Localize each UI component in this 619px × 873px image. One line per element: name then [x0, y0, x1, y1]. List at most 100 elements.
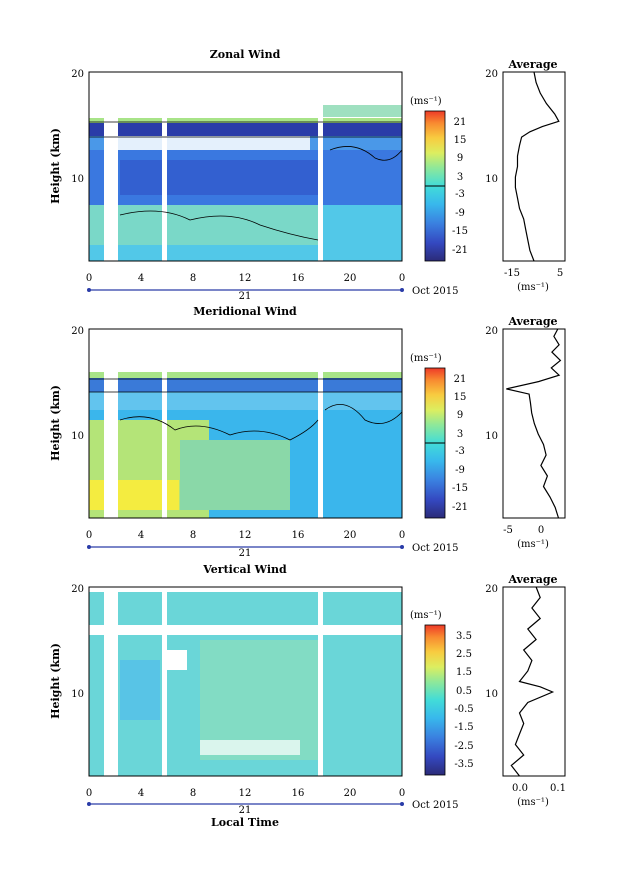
colorbar-tick-label: 15: [454, 392, 467, 403]
colorbar-tick-label: -15: [452, 226, 468, 237]
x-tick-label: 16: [292, 788, 305, 799]
colorbar-tick-label: -15: [452, 483, 468, 494]
profile-x-label: (ms⁻¹): [517, 282, 549, 293]
colorbar-tick-label: -3.5: [454, 759, 473, 770]
y-tick-label: 20: [71, 69, 84, 80]
profile-line: [510, 586, 555, 777]
y-axis-label: Height (km): [49, 385, 62, 461]
colorbar-tick-label: 1.5: [456, 667, 472, 678]
colorbar-unit: (ms⁻¹): [410, 353, 442, 364]
x-tick-label: 4: [138, 273, 144, 284]
data-gap: [318, 72, 323, 261]
colorbar-unit: (ms⁻¹): [410, 610, 442, 621]
profile-line: [506, 328, 562, 519]
profile-meridional: Average 10 20 -5 0 (ms⁻¹): [485, 315, 566, 550]
profile-x-tick-label: 0: [538, 525, 544, 536]
colorbar-tick-label: -2.5: [454, 741, 473, 752]
y-tick-label: 20: [71, 326, 84, 337]
field-band: [89, 378, 402, 392]
colorbar: (ms⁻¹) 21 15 9 3 -3 -9 -15 -21: [410, 96, 468, 262]
x-tick-label: 0: [399, 788, 405, 799]
colorbar: (ms⁻¹) 21 15 9 3 -3 -9 -15 -21: [410, 353, 468, 519]
profile-x-tick-label: 5: [557, 268, 563, 279]
profile-x-label: (ms⁻¹): [517, 539, 549, 550]
colorbar-tick-label: -21: [452, 502, 468, 513]
colorbar-tick-label: 3: [457, 429, 463, 440]
y-tick-label: 10: [71, 174, 84, 185]
date-label: Oct 2015: [412, 286, 458, 297]
y-tick-label: 10: [71, 689, 84, 700]
colorbar-tick-label: -3: [455, 446, 465, 457]
zero-contour: [89, 121, 402, 138]
field-band: [180, 440, 290, 510]
profile-y-tick-label: 10: [485, 689, 498, 700]
x-axis: 0 4 8 12 16 20 0 21 Oct 2015: [86, 530, 459, 559]
colorbar-tick-label: -1.5: [454, 722, 473, 733]
colorbar-tick-label: 21: [454, 117, 467, 128]
colorbar-tick-label: -3: [455, 189, 465, 200]
x-tick-label: 12: [239, 273, 252, 284]
panel-title: Vertical Wind: [202, 563, 287, 576]
colorbar-gradient: [424, 624, 446, 776]
x-tick-label: 0: [399, 273, 405, 284]
date-axis-end: [400, 802, 404, 806]
y-tick-label: 10: [71, 431, 84, 442]
zero-contour: [89, 378, 402, 393]
data-gap: [318, 587, 323, 776]
field-band: [120, 660, 160, 720]
colorbar: (ms⁻¹) 3.5 2.5 1.5 0.5 -0.5 -1.5 -2.5 -3…: [410, 610, 474, 776]
y-tick-label: 20: [71, 584, 84, 595]
x-tick-label: 4: [138, 788, 144, 799]
x-tick-label: 0: [399, 530, 405, 541]
profile-y-tick-label: 20: [485, 69, 498, 80]
colorbar-tick-label: 3.5: [456, 631, 472, 642]
plot-frame: [88, 586, 403, 777]
data-gap: [162, 329, 167, 518]
x-tick-label: 12: [239, 530, 252, 541]
field-band: [320, 105, 402, 117]
profile-frame: [502, 328, 566, 519]
heatmap-zonal: [89, 72, 403, 261]
plot-frame: [88, 328, 403, 519]
panel-vertical: Vertical Wind 10 20 Height (km) 0 4 8 12…: [49, 563, 566, 829]
date-tick-label: 21: [239, 805, 252, 816]
y-axis: 10 20 Height (km): [49, 326, 84, 461]
date-axis-end: [87, 545, 91, 549]
panel-title: Meridional Wind: [193, 305, 297, 318]
zero-contour: [119, 210, 319, 241]
data-gap: [104, 587, 118, 776]
colorbar-tick-label: -21: [452, 245, 468, 256]
data-gap: [104, 329, 118, 518]
zero-contour: [324, 403, 403, 424]
x-tick-label: 16: [292, 273, 305, 284]
panel-title: Zonal Wind: [210, 48, 281, 61]
profile-y-tick-label: 20: [485, 584, 498, 595]
colorbar-unit: (ms⁻¹): [410, 96, 442, 107]
y-axis-label: Height (km): [49, 643, 62, 719]
x-tick-label: 8: [190, 788, 196, 799]
colorbar-tick-label: 3: [457, 172, 463, 183]
profile-title: Average: [507, 315, 557, 328]
date-axis-end: [87, 288, 91, 292]
y-axis: 10 20 Height (km): [49, 584, 84, 719]
field-band: [89, 205, 319, 245]
field-band: [89, 342, 402, 370]
profile-x-tick-label: -5: [503, 525, 513, 536]
profile-y-tick-label: 10: [485, 431, 498, 442]
profile-title: Average: [507, 58, 557, 71]
profile-zonal: Average 10 20 -15 5 (ms⁻¹): [485, 58, 566, 293]
profile-x-tick-label: 0.0: [512, 783, 528, 794]
x-tick-label: 20: [344, 788, 357, 799]
date-label: Oct 2015: [412, 800, 458, 811]
data-gap: [162, 72, 167, 261]
profile-y-tick-label: 10: [485, 174, 498, 185]
plot-frame: [88, 71, 403, 262]
date-axis-end: [400, 288, 404, 292]
date-tick-label: 21: [239, 548, 252, 559]
x-tick-label: 12: [239, 788, 252, 799]
field-band: [120, 160, 320, 195]
panel-meridional: Meridional Wind 10 20 Height (km) 0: [49, 305, 566, 559]
date-label: Oct 2015: [412, 543, 458, 554]
x-axis: 0 4 8 12 16 20 0 21 Oct 2015 Local Time: [86, 788, 459, 829]
